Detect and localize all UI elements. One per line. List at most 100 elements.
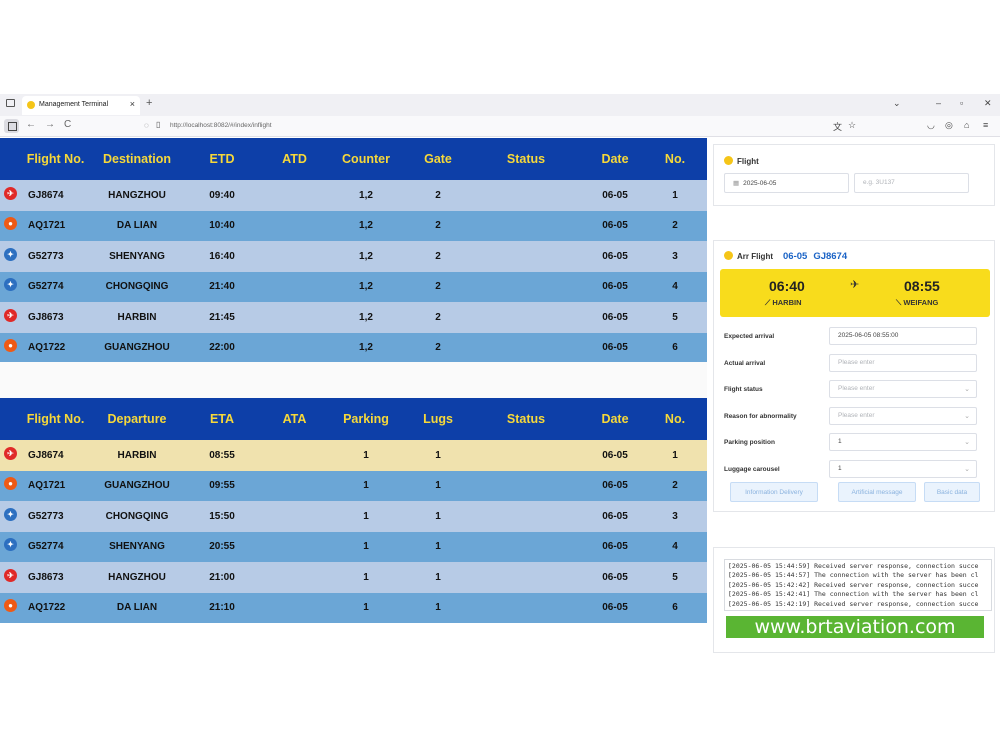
log-console[interactable]: [2025-06-05 15:44:59] Received server re… bbox=[724, 559, 992, 611]
basic-data-button[interactable]: Basic data bbox=[924, 482, 980, 502]
header-eta: ETA bbox=[209, 412, 235, 426]
field-select[interactable]: Please enter ⌄ bbox=[829, 380, 977, 399]
no-cell: 1 bbox=[672, 449, 678, 461]
field-value: 2025-06-05 08:55:00 bbox=[838, 332, 899, 339]
header-status: Status bbox=[506, 152, 546, 166]
arrival-board: Flight No. Departure ETA ATA Parking Lug… bbox=[0, 398, 707, 623]
flight-no-input[interactable]: e.g. 3U137 bbox=[854, 173, 969, 193]
browser-tab[interactable]: Management Terminal × bbox=[22, 96, 140, 115]
table-row[interactable]: ✈ GJ8674 HARBIN 08:55 1 1 06-05 1 bbox=[0, 440, 707, 471]
no-cell: 4 bbox=[672, 281, 678, 293]
flight-no-cell: ● AQ1721 bbox=[4, 477, 92, 491]
field-value: 1 bbox=[838, 438, 842, 446]
table-row[interactable]: ✈ GJ8673 HANGZHOU 21:00 1 1 06-05 5 bbox=[0, 562, 707, 593]
arrival-rows: ✈ GJ8674 HARBIN 08:55 1 1 06-05 1 ● AQ1721 GUANGZH… bbox=[0, 440, 707, 623]
airline-logo-icon: ✦ bbox=[4, 278, 17, 292]
flight-no-cell: ✈ GJ8674 bbox=[4, 186, 92, 201]
airline-logo-icon: ✦ bbox=[4, 247, 17, 261]
field-input[interactable]: 2025-06-05 08:55:00 bbox=[829, 327, 977, 345]
parking-cell: 1 bbox=[363, 480, 369, 492]
table-row[interactable]: ✈ GJ8673 HARBIN 21:45 1,2 2 06-05 5 bbox=[0, 302, 707, 333]
tab-list-icon[interactable] bbox=[6, 99, 15, 107]
date-picker[interactable]: ▦ 2025-06-05 bbox=[724, 173, 849, 193]
landing-icon: ⟍ bbox=[896, 298, 904, 307]
field-label: Reason for abnormality bbox=[724, 412, 797, 420]
forward-icon[interactable]: → bbox=[45, 119, 55, 130]
translate-icon[interactable]: 文 bbox=[833, 122, 843, 132]
gate-cell: 2 bbox=[435, 281, 441, 293]
account-icon[interactable]: ◎ bbox=[945, 120, 953, 130]
table-row[interactable]: ● AQ1722 DA LIAN 21:10 1 1 06-05 6 bbox=[0, 592, 707, 623]
board-gap bbox=[0, 362, 707, 398]
arr-dot-icon bbox=[724, 251, 733, 260]
browser-chrome: Management Terminal × + ⌄ – ▫ ✕ ← → C ◌ … bbox=[0, 94, 1000, 138]
field-label: Luggage carousel bbox=[724, 466, 780, 473]
table-row[interactable]: ✈ GJ8674 HANGZHOU 09:40 1,2 2 06-05 1 bbox=[0, 180, 707, 211]
flight-no-placeholder: e.g. 3U137 bbox=[863, 179, 895, 186]
close-window-icon[interactable]: ✕ bbox=[984, 98, 992, 108]
table-row[interactable]: ● AQ1721 DA LIAN 10:40 1,2 2 06-05 2 bbox=[0, 210, 707, 241]
airline-logo-icon: ● bbox=[4, 477, 17, 491]
chevron-down-icon: ⌄ bbox=[964, 386, 970, 394]
back-icon[interactable]: ← bbox=[26, 119, 36, 130]
tab-bar: Management Terminal × + ⌄ – ▫ ✕ bbox=[0, 94, 1000, 116]
url-bar[interactable]: ◌ ▯ http://localhost:8082/#/index/inflig… bbox=[138, 118, 864, 134]
no-cell: 5 bbox=[672, 571, 678, 583]
date-cell: 06-05 bbox=[602, 480, 628, 492]
field-label: Expected arrival bbox=[724, 333, 775, 340]
maximize-icon[interactable]: ▫ bbox=[960, 98, 964, 108]
table-row[interactable]: ● AQ1721 GUANGZHOU 09:55 1 1 06-05 2 bbox=[0, 470, 707, 501]
place-cell: HARBIN bbox=[117, 449, 157, 461]
table-row[interactable]: ✦ G52773 SHENYANG 16:40 1,2 2 06-05 3 bbox=[0, 241, 707, 272]
time-cell: 21:10 bbox=[209, 602, 235, 614]
date-cell: 06-05 bbox=[602, 250, 628, 262]
table-row[interactable]: ✦ G52773 CHONGQING 15:50 1 1 06-05 3 bbox=[0, 501, 707, 532]
menu-icon[interactable]: ≡ bbox=[983, 120, 989, 130]
header-date: Date bbox=[601, 152, 629, 166]
field-value: 1 bbox=[838, 465, 842, 472]
arr-flight-title: Arr Flight 06-05 GJ8674 bbox=[724, 251, 847, 262]
no-cell: 1 bbox=[672, 189, 678, 201]
field-input[interactable]: Please enter bbox=[829, 353, 977, 372]
artificial-message-button[interactable]: Artificial message bbox=[838, 482, 916, 502]
gate-cell: 2 bbox=[435, 220, 441, 232]
reload-icon[interactable]: C bbox=[64, 119, 72, 130]
favicon-icon bbox=[27, 101, 35, 109]
departure-header: Flight No. Destination ETD ATD Counter G… bbox=[0, 138, 707, 180]
field-select[interactable]: Please enter ⌄ bbox=[829, 406, 977, 425]
home-icon[interactable]: ⌂ bbox=[964, 120, 970, 130]
dep-time: 06:40 bbox=[769, 278, 805, 294]
url-text: http://localhost:8082/#/index/inflight bbox=[170, 122, 272, 129]
no-cell: 5 bbox=[672, 311, 678, 323]
time-cell: 15:50 bbox=[209, 510, 235, 522]
table-row[interactable]: ✦ G52774 SHENYANG 20:55 1 1 06-05 4 bbox=[0, 531, 707, 562]
header-no: No. bbox=[664, 412, 686, 426]
information-delivery-button[interactable]: Information Delivery bbox=[730, 482, 818, 502]
field-value: Please enter bbox=[838, 358, 875, 366]
table-row[interactable]: ● AQ1722 GUANGZHOU 22:00 1,2 2 06-05 6 bbox=[0, 332, 707, 363]
date-cell: 06-05 bbox=[602, 311, 628, 323]
counter-cell: 1,2 bbox=[359, 281, 373, 293]
flight-no-cell: ✈ GJ8673 bbox=[4, 568, 92, 583]
place-cell: CHONGQING bbox=[105, 510, 169, 522]
lugs-cell: 1 bbox=[435, 602, 441, 614]
parking-cell: 1 bbox=[363, 541, 369, 553]
log-line: [2025-06-05 15:42:42] Received server re… bbox=[728, 580, 979, 589]
table-row[interactable]: ✦ G52774 CHONGQING 21:40 1,2 2 06-05 4 bbox=[0, 271, 707, 302]
header-flight-no: Flight No. bbox=[26, 152, 85, 166]
minimize-icon[interactable]: – bbox=[936, 98, 942, 108]
time-cell: 08:55 bbox=[209, 449, 235, 461]
log-line: [2025-06-05 15:42:19] Received server re… bbox=[728, 599, 979, 608]
chevron-down-icon[interactable]: ⌄ bbox=[893, 98, 901, 108]
new-tab-icon[interactable]: + bbox=[146, 97, 153, 109]
bookmark-star-icon[interactable]: ☆ bbox=[848, 120, 857, 130]
header-departure: Departure bbox=[107, 412, 167, 426]
sidebar-toggle-icon[interactable] bbox=[4, 119, 19, 133]
pocket-icon[interactable]: ◡ bbox=[927, 120, 935, 130]
arr-flight-date: 06-05 bbox=[783, 251, 808, 262]
tab-close-icon[interactable]: × bbox=[129, 99, 135, 109]
field-select[interactable]: 1 ⌄ bbox=[829, 433, 977, 452]
departure-rows: ✈ GJ8674 HANGZHOU 09:40 1,2 2 06-05 1 ● AQ1721 DA … bbox=[0, 180, 707, 363]
airline-logo-icon: ✦ bbox=[4, 507, 17, 521]
field-select[interactable]: 1 ⌄ bbox=[829, 460, 977, 478]
